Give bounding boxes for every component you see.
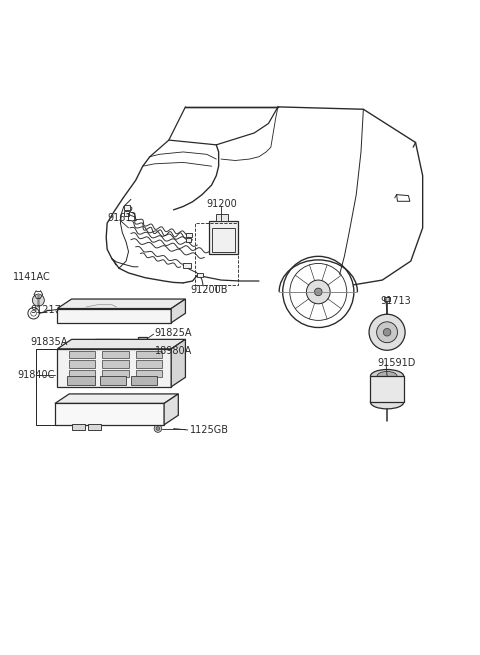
Text: 91835A: 91835A [30,337,68,346]
Text: 91840C: 91840C [17,370,54,380]
Polygon shape [138,337,147,346]
Bar [102,360,129,368]
Bar [384,297,390,301]
Bar [216,214,228,221]
Polygon shape [138,346,149,354]
Polygon shape [171,339,185,387]
Text: 91591D: 91591D [378,358,416,368]
Circle shape [384,328,391,336]
Text: 91713: 91713 [380,297,411,307]
Bar [186,233,192,237]
Bar [124,205,131,210]
Text: 91611: 91611 [107,214,138,223]
Bar [136,360,162,368]
Polygon shape [57,299,185,309]
Bar [136,350,162,358]
Bar [102,350,129,358]
Polygon shape [171,299,185,323]
Bar [104,339,110,346]
Bar [88,424,101,430]
Polygon shape [57,339,185,349]
Circle shape [156,426,160,430]
Bar [131,376,157,385]
Text: 91200B: 91200B [191,284,228,295]
Text: 18980A: 18980A [155,346,192,356]
Bar [96,339,103,346]
Circle shape [306,280,330,304]
Circle shape [154,424,162,432]
Ellipse shape [371,369,404,383]
Text: 91200: 91200 [207,199,238,209]
Bar [112,339,118,346]
Bar [124,211,130,215]
Bar [212,228,235,252]
Bar [195,223,238,285]
Bar [67,376,96,385]
Text: 1141AC: 1141AC [13,272,51,282]
Circle shape [369,314,405,350]
Polygon shape [57,349,171,387]
Polygon shape [96,339,119,346]
Bar [72,424,85,430]
Polygon shape [57,309,171,323]
Circle shape [377,322,397,343]
Ellipse shape [371,396,404,409]
Bar [69,350,96,358]
Bar [209,221,238,254]
Bar [197,273,203,276]
Polygon shape [164,394,179,424]
Bar [136,369,162,377]
Polygon shape [55,394,179,403]
Ellipse shape [377,371,397,381]
Text: 1125GB: 1125GB [190,425,229,435]
Polygon shape [55,403,164,424]
Bar [102,369,129,377]
Text: 91217: 91217 [30,305,61,315]
Bar [371,376,404,402]
Bar [186,238,191,242]
Bar [69,369,96,377]
Bar [100,376,126,385]
Bar [69,360,96,368]
Circle shape [314,288,322,295]
Bar [183,263,191,268]
Circle shape [32,294,44,306]
Text: 91825A: 91825A [155,328,192,338]
